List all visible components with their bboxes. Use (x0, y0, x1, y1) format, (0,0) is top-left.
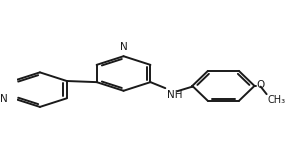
Text: O: O (257, 80, 265, 90)
Text: NH: NH (167, 90, 182, 100)
Text: N: N (0, 94, 8, 104)
Text: CH₃: CH₃ (267, 95, 285, 105)
Text: N: N (120, 43, 127, 52)
